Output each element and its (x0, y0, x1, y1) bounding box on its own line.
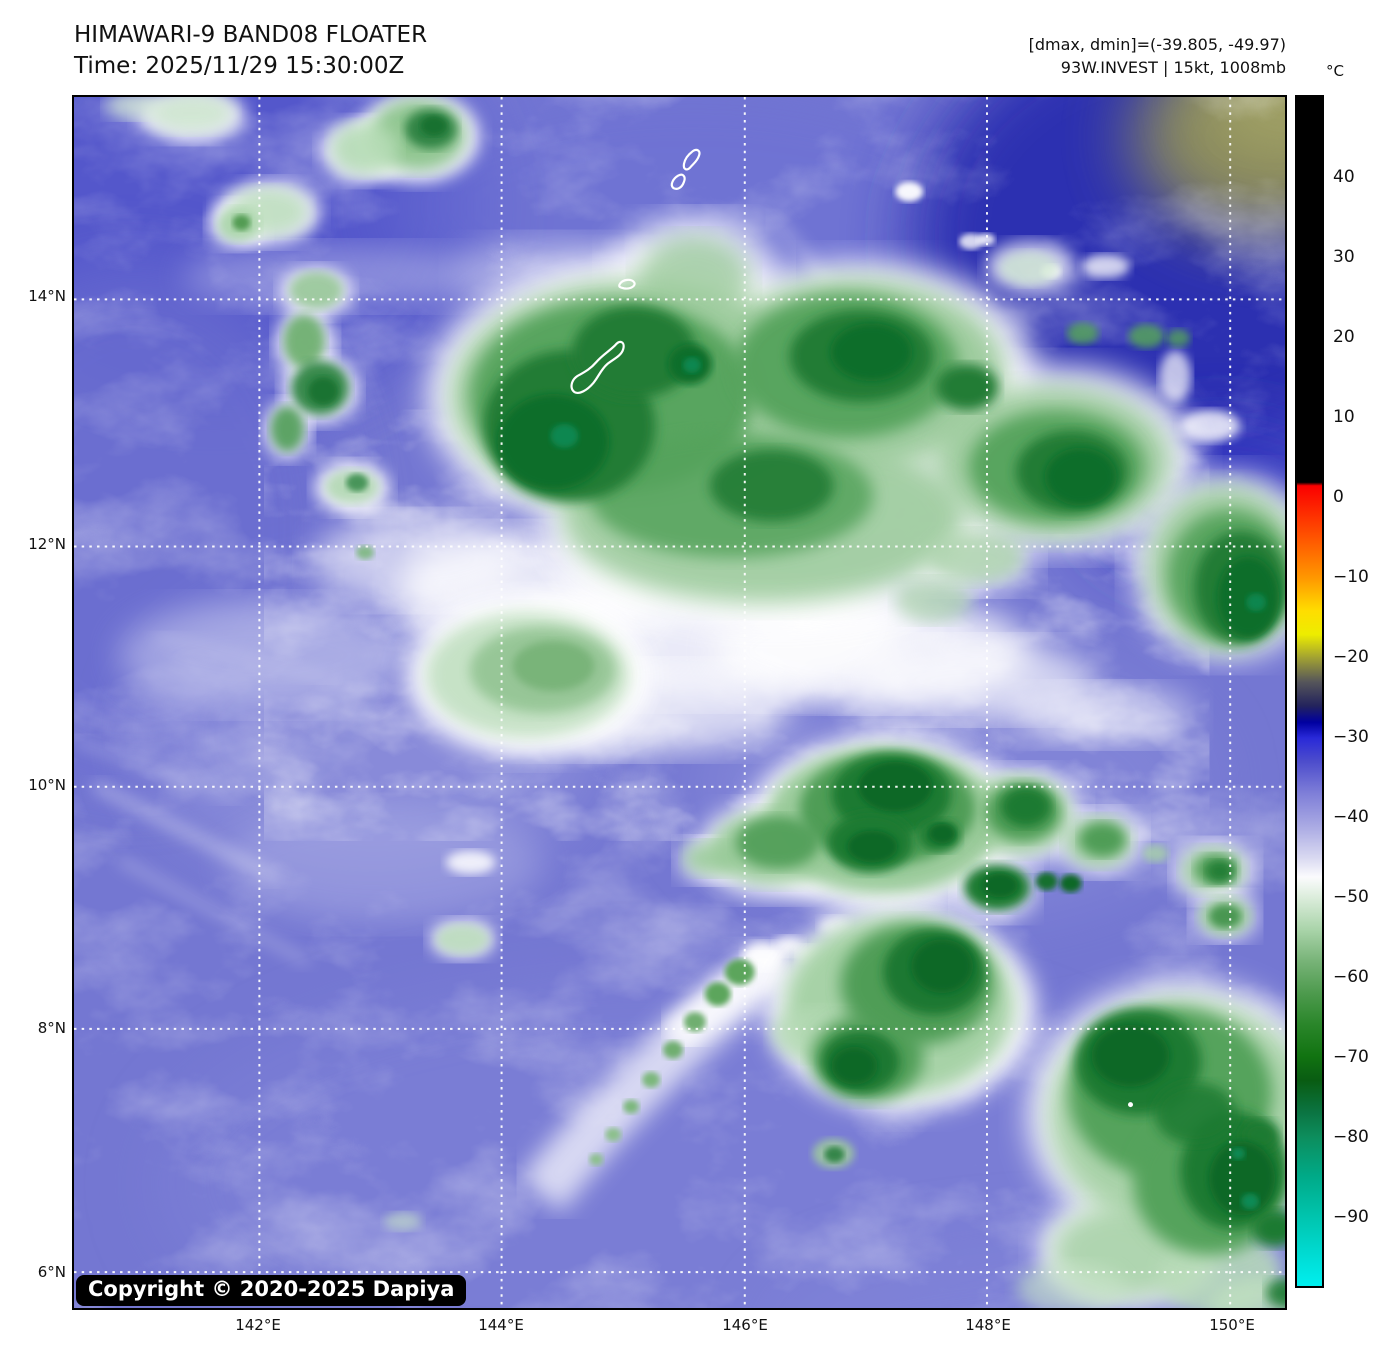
colorbar-tick-m50: −50 (1333, 887, 1369, 907)
colorbar-tick-10: 10 (1333, 407, 1355, 427)
colorbar-tick-m80: −80 (1333, 1127, 1369, 1147)
colorbar-tick-30: 30 (1333, 247, 1355, 267)
colorbar-tick-m10: −10 (1333, 567, 1369, 587)
dmax-dmin-readout: [dmax, dmin]=(-39.805, -49.97) (1028, 35, 1286, 54)
lat-tick-14n: 14°N (28, 287, 66, 305)
saipan-outline (682, 148, 701, 171)
lat-tick-12n: 12°N (28, 535, 66, 553)
colorbar-tick-m30: −30 (1333, 727, 1369, 747)
guam-outline (570, 340, 625, 394)
tinian-outline (670, 173, 686, 190)
lon-tick-150e: 150°E (1209, 1316, 1255, 1334)
title-line-1: HIMAWARI-9 BAND08 FLOATER (74, 22, 428, 48)
copyright-badge: Copyright © 2020-2025 Dapiya (76, 1275, 467, 1306)
colorbar-tick-0: 0 (1333, 487, 1344, 507)
colorbar-tick-m20: −20 (1333, 647, 1369, 667)
cloud-cluster-southeast-row (678, 736, 1256, 920)
cloud-cluster-southeast-large (1015, 892, 1285, 1308)
lon-tick-148e: 148°E (965, 1316, 1011, 1334)
cloud-cluster-northwest (105, 97, 480, 560)
satellite-map: Copyright © 2020-2025 Dapiya (72, 95, 1287, 1310)
lon-tick-142e: 142°E (235, 1316, 281, 1334)
colorbar-tick-m90: −90 (1333, 1207, 1369, 1227)
cloud-blob-west-pale (405, 597, 650, 757)
colorbar-tick-40: 40 (1333, 167, 1355, 187)
colorbar-tick-m40: −40 (1333, 807, 1369, 827)
title-line-2: Time: 2025/11/29 15:30:00Z (74, 53, 405, 79)
colorbar-tick-20: 20 (1333, 327, 1355, 347)
header-info: [dmax, dmin]=(-39.805, -49.97) 93W.INVES… (1029, 33, 1286, 79)
lon-tick-144e: 144°E (478, 1316, 524, 1334)
lon-tick-146e: 146°E (722, 1316, 768, 1334)
storm-readout: 93W.INVEST | 15kt, 1008mb (1060, 58, 1286, 77)
lat-tick-6n: 6°N (37, 1263, 66, 1281)
lat-tick-10n: 10°N (28, 776, 66, 794)
colorbar-tick-m60: −60 (1333, 967, 1369, 987)
island-outlines (570, 148, 701, 394)
rota-outline (618, 278, 636, 290)
cloud-cluster-central (427, 216, 1285, 658)
lat-tick-8n: 8°N (37, 1019, 66, 1037)
figure-title: HIMAWARI-9 BAND08 FLOATER Time: 2025/11/2… (74, 20, 427, 82)
dmin-marker-dot (1128, 1102, 1134, 1108)
colorbar-tick-m70: −70 (1333, 1047, 1369, 1067)
temperature-colorbar (1295, 95, 1324, 1288)
latitude-gridlines (74, 298, 1285, 1274)
cloud-cluster-south-central (766, 908, 1036, 1169)
cloud-band-diagonal (383, 850, 851, 1231)
satellite-cloud-image (74, 97, 1285, 1308)
colorbar-unit-label: °C (1326, 62, 1344, 80)
